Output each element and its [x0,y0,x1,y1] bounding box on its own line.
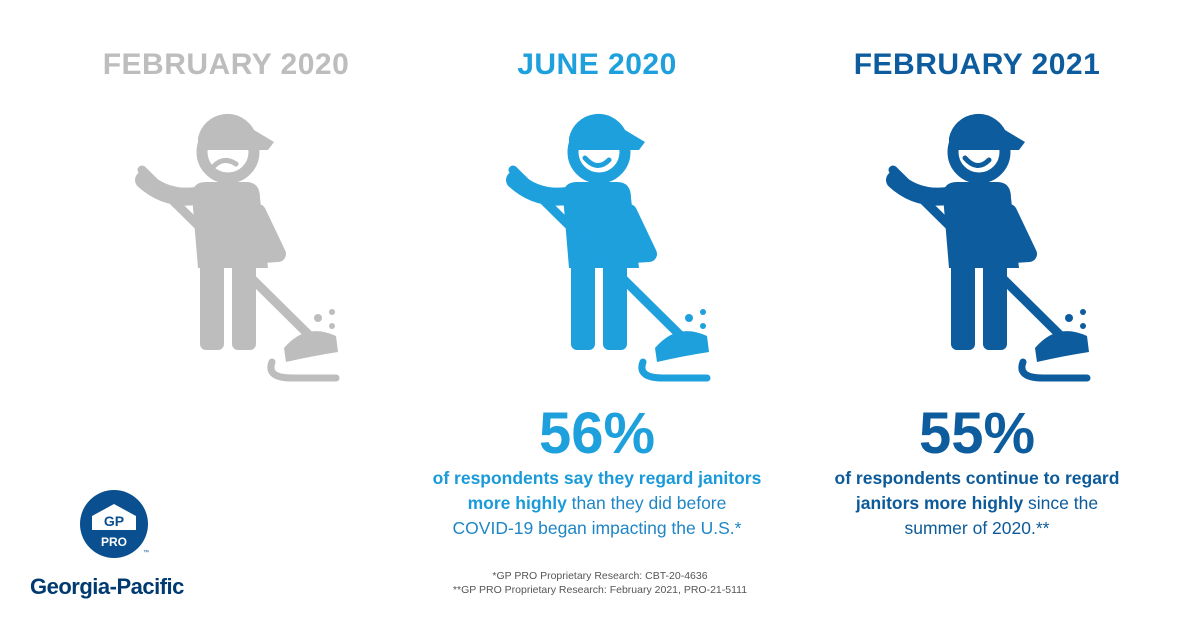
stat-line-bold: more highly [467,493,567,513]
stat-description: of respondents continue to regard janito… [787,466,1167,541]
stat-line-plain: COVID-19 began impacting the U.S.* [452,518,742,538]
janitor-mopping-icon [106,100,346,395]
footnotes: *GP PRO Proprietary Research: CBT-20-463… [400,569,800,597]
georgia-pacific-logo-icon: GP PRO ™ Georgia-Pacific [30,488,210,608]
column-june-2020: JUNE 2020 56% of respondents say th [397,0,797,627]
stat-description: of respondents say they regard janitors … [407,466,787,541]
stat-line-bold: of respondents say they regard janitors [432,468,762,488]
janitor-mopping-icon [857,100,1097,395]
janitor-happy-icon [506,113,711,382]
stat-value: 55% [918,401,1036,466]
stat-line-plain: since the [1023,493,1099,513]
gp-pro-badge: GP PRO ™ [78,488,150,560]
trademark-symbol: ™ [143,549,149,556]
column-february-2021: FEBRUARY 2021 55% of respondents co [777,0,1177,627]
badge-top-text: GP [104,513,124,529]
column-title: JUNE 2020 [517,48,677,81]
stat-line-bold: of respondents continue to regard [834,468,1120,488]
stat-line-plain: summer of 2020.** [904,518,1050,538]
column-february-2020: FEBRUARY 2020 [26,0,426,627]
janitor-mopping-icon [477,100,717,395]
logo-wordmark: Georgia-Pacific [30,574,184,599]
footnote: **GP PRO Proprietary Research: February … [452,584,748,596]
stat-line-bold: janitors more highly [855,493,1024,513]
gp-pro-badge-icon: GP PRO ™ [80,490,149,558]
column-title: FEBRUARY 2021 [853,48,1101,81]
badge-bottom-text: PRO [101,535,127,549]
janitor-sad-icon [135,113,340,382]
stat-line-plain: than they did before [566,493,727,513]
footnote: *GP PRO Proprietary Research: CBT-20-463… [492,570,708,582]
stat-value: 56% [538,401,656,466]
column-title: FEBRUARY 2020 [102,48,350,81]
janitor-happy-icon [886,113,1091,382]
